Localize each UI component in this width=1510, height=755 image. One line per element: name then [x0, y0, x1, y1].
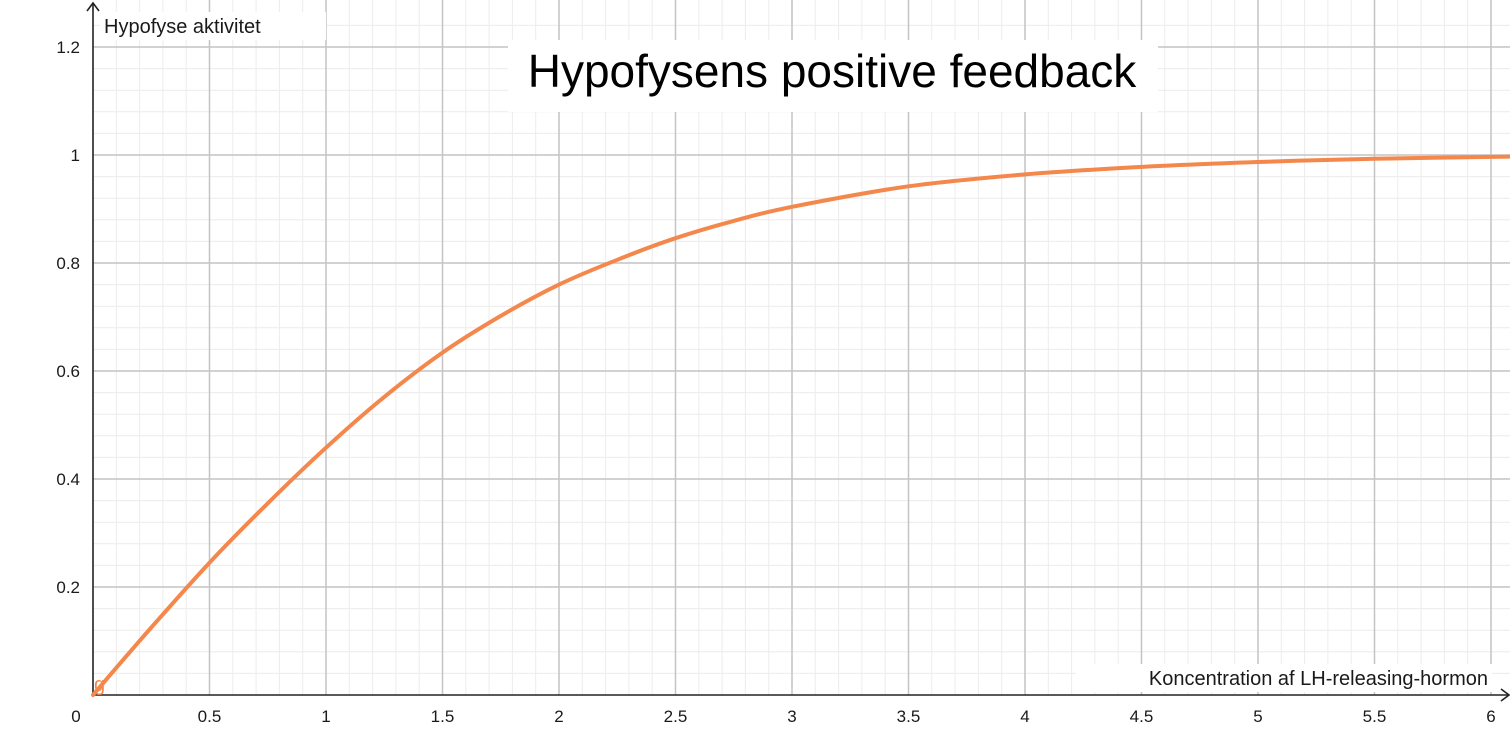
series-layer: g — [91, 154, 1510, 697]
x-tick-label: 5 — [1253, 707, 1262, 726]
x-axis-label-background — [1076, 664, 1492, 692]
x-tick-label: 0.5 — [198, 707, 222, 726]
x-axis-arrow — [1500, 688, 1510, 702]
y-tick-label: 0.2 — [56, 578, 80, 597]
x-tick-label: 1 — [321, 707, 330, 726]
y-tick-label: 0.4 — [56, 470, 80, 489]
minor-grid — [93, 0, 1510, 695]
y-tick-label: 0.8 — [56, 254, 80, 273]
y-tick-label: 1.2 — [56, 38, 80, 57]
x-tick-label: 3.5 — [897, 707, 921, 726]
x-tick-labels: 0.5 1 1.5 2 2.5 3 3.5 4 4.5 5 5.5 6 — [198, 707, 1496, 726]
y-axis-label-background — [100, 12, 326, 40]
chart-title: Hypofysens positive feedback — [528, 45, 1138, 97]
y-axis-arrow — [86, 1, 100, 12]
x-tick-label: 2.5 — [664, 707, 688, 726]
x-tick-label: 2 — [554, 707, 563, 726]
x-tick-label: 1.5 — [431, 707, 455, 726]
y-tick-label: 0.6 — [56, 362, 80, 381]
axes — [86, 1, 1510, 702]
series-label: g — [94, 674, 105, 696]
y-tick-labels: 0.2 0.4 0.6 0.8 1 1.2 — [56, 38, 80, 597]
series-line — [91, 154, 1510, 697]
x-axis-label: Koncentration af LH-releasing-hormon — [1149, 668, 1488, 690]
x-tick-label: 5.5 — [1363, 707, 1387, 726]
x-tick-label: 3 — [787, 707, 796, 726]
y-axis-label: Hypofyse aktivitet — [104, 16, 261, 38]
origin-label: 0 — [71, 707, 80, 726]
y-tick-label: 1 — [71, 146, 80, 165]
x-tick-label: 6 — [1486, 707, 1495, 726]
x-tick-label: 4.5 — [1130, 707, 1154, 726]
title-background — [508, 40, 1158, 112]
x-tick-label: 4 — [1020, 707, 1029, 726]
